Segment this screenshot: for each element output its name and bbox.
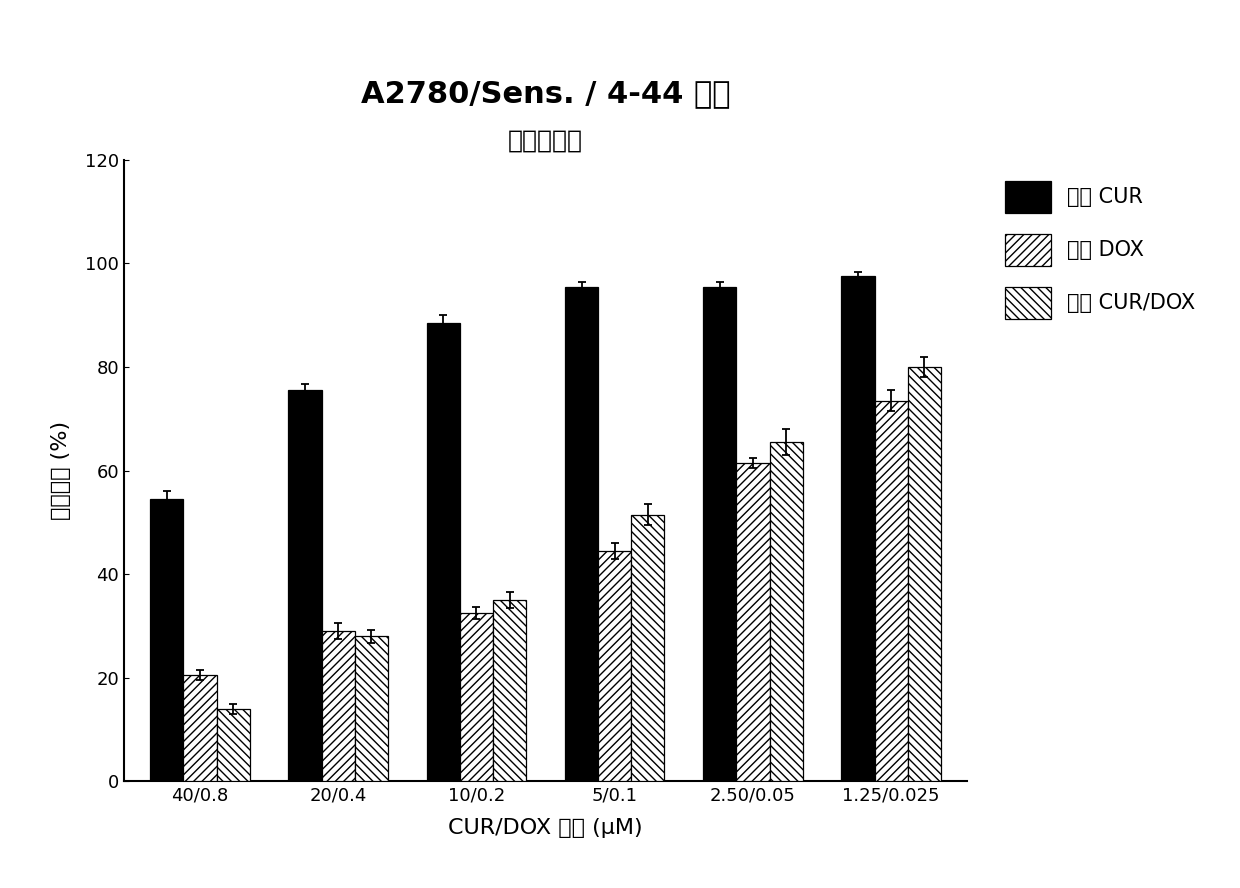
Bar	[494, 600, 526, 781]
Bar	[842, 276, 874, 781]
Legend: 游离 CUR, 游离 DOX, 游离 CUR/DOX: 游离 CUR, 游离 DOX, 游离 CUR/DOX	[994, 170, 1207, 329]
Bar	[874, 400, 908, 781]
Bar	[321, 631, 355, 781]
Bar	[217, 709, 249, 781]
Bar	[908, 367, 941, 781]
Text: 仅游离药物: 仅游离药物	[508, 129, 583, 153]
Bar	[150, 499, 184, 781]
Bar	[460, 613, 494, 781]
Y-axis label: 细胞活力 (%): 细胞活力 (%)	[51, 421, 71, 520]
Bar	[565, 287, 598, 781]
Bar	[427, 323, 460, 781]
Bar	[598, 551, 631, 781]
Bar	[703, 287, 737, 781]
Bar	[631, 515, 665, 781]
Text: A2780/Sens. / 4-44 小时: A2780/Sens. / 4-44 小时	[361, 79, 730, 108]
Bar	[184, 675, 217, 781]
Bar	[355, 637, 388, 781]
X-axis label: CUR/DOX 浓度 (μM): CUR/DOX 浓度 (μM)	[449, 818, 642, 838]
Bar	[737, 463, 770, 781]
Bar	[770, 442, 802, 781]
Bar	[289, 391, 321, 781]
